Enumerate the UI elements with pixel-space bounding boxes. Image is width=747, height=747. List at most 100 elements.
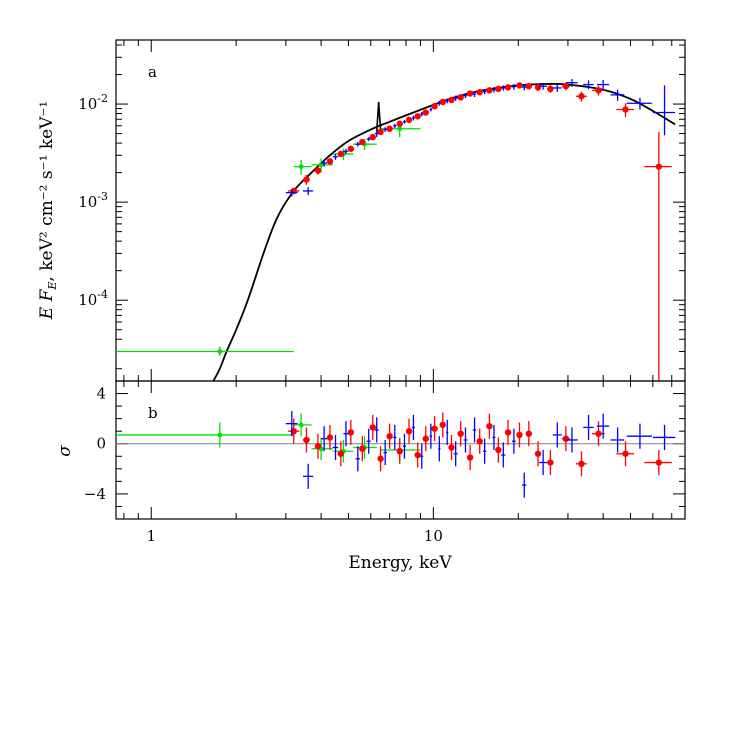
residual-marker (547, 459, 554, 466)
spectrum-blue-point (355, 142, 361, 147)
residual-blue-point (332, 434, 339, 461)
spectrum-marker (595, 87, 602, 94)
residual-blue-point (565, 427, 578, 453)
residual-red-point (448, 434, 455, 461)
residual-marker (396, 448, 403, 455)
residual-blue-point (393, 424, 397, 450)
residual-red-point (534, 441, 542, 467)
spectrum-red-point (377, 128, 384, 136)
spectrum-blue-point (565, 79, 578, 87)
spectrum-red-point (422, 109, 429, 116)
residual-blue-point (472, 417, 477, 443)
spectrum-red-point (644, 131, 672, 381)
residual-marker (422, 435, 429, 442)
residual-marker (303, 436, 310, 444)
spectrum-marker (534, 84, 542, 91)
spectrum-marker (337, 150, 345, 158)
spectrum-marker (547, 85, 554, 93)
residual-marker (314, 443, 322, 450)
spectrum-red-point (616, 103, 635, 117)
spectrum-blue-point (332, 153, 339, 160)
residual-marker (622, 450, 629, 457)
residuals-y-tick-label: 0 (96, 435, 106, 453)
residual-red-point (495, 437, 502, 463)
residual-blue-point (596, 413, 610, 439)
residual-blue-point (411, 414, 415, 440)
residual-marker (486, 422, 493, 430)
residual-green-point (116, 422, 294, 448)
spectrum-red-point (369, 133, 376, 141)
residual-blue-point (302, 463, 314, 489)
spectrum-marker (562, 83, 570, 90)
residuals-plot-area (116, 411, 676, 498)
residual-red-point (377, 446, 384, 472)
spectrum-red-point (525, 83, 533, 90)
spectrum-red-point (314, 166, 322, 175)
spectrum-marker (298, 164, 304, 170)
residual-marker (525, 430, 533, 437)
spectrum-blue-point (453, 95, 458, 101)
spectrum-red-point (337, 150, 345, 158)
spectrum-blue-point (374, 130, 379, 138)
residual-marker (457, 430, 464, 437)
residual-marker (439, 421, 446, 429)
residual-blue-point (483, 438, 487, 464)
spectrum-marker (217, 349, 223, 354)
spectrum-red-point (396, 120, 403, 127)
spectrum-marker (377, 128, 384, 136)
residual-blue-point (374, 417, 379, 443)
residual-red-point (405, 418, 413, 444)
residual-red-point (359, 436, 366, 462)
spectrum-green-point (116, 346, 294, 356)
residual-marker (466, 454, 474, 461)
spectrum-panel: 10-2 10-3 10-4 (78, 39, 686, 382)
residual-marker (495, 446, 502, 454)
spectrum-blue-point (383, 127, 387, 132)
residual-marker (534, 450, 542, 457)
spectrum-red-point (466, 90, 474, 97)
x-tick-label: 1 (146, 527, 156, 545)
residual-red-point (314, 433, 322, 459)
residual-red-point (504, 419, 512, 445)
residuals-panel: 1 10 4 0 −4 (84, 380, 686, 545)
spectrum-marker (422, 109, 429, 116)
spectrum-blue-point (552, 84, 562, 92)
spectrum-red-point (431, 103, 438, 110)
spectrum-blue-point (429, 107, 433, 112)
residuals-y-tick-label: −4 (84, 485, 106, 503)
spectrum-blue-point (596, 79, 610, 90)
spectrum-red-point (591, 85, 605, 96)
spectrum-red-point (439, 98, 446, 106)
spectrum-y-tick-label: 10-2 (78, 92, 108, 113)
spectrum-blue-point (446, 98, 449, 104)
residual-marker (359, 445, 366, 452)
residual-marker (562, 435, 570, 442)
residual-red-point (644, 450, 672, 476)
spectrum-marker (359, 138, 366, 146)
residual-blue-point (501, 442, 506, 468)
residual-red-point (431, 416, 438, 442)
spectrum-marker (431, 103, 438, 110)
spectrum-blue-point (411, 115, 415, 121)
residual-red-point (414, 442, 421, 468)
spectrum-marker (439, 98, 446, 106)
spectrum-blue-point (366, 137, 371, 142)
spectrum-blue-point (583, 80, 594, 90)
residual-marker (369, 424, 376, 431)
residual-marker (217, 432, 223, 438)
residual-marker (655, 459, 663, 466)
spectrum-marker (516, 82, 523, 89)
residual-blue-point (511, 428, 516, 454)
residual-red-point (326, 424, 334, 450)
residual-blue-point (610, 427, 625, 453)
spectrum-blue-point (521, 84, 527, 91)
residual-red-point (476, 428, 483, 454)
spectrum-marker (466, 90, 474, 97)
spectrum-blue-point (343, 148, 349, 154)
residual-red-point (547, 450, 554, 476)
spectrum-blue-point (402, 119, 407, 124)
y-axis-title-residuals: σ (55, 445, 75, 457)
spectrum-marker (303, 176, 310, 183)
x-axis-title: Energy, keV (348, 553, 452, 573)
residual-blue-point (366, 428, 371, 454)
